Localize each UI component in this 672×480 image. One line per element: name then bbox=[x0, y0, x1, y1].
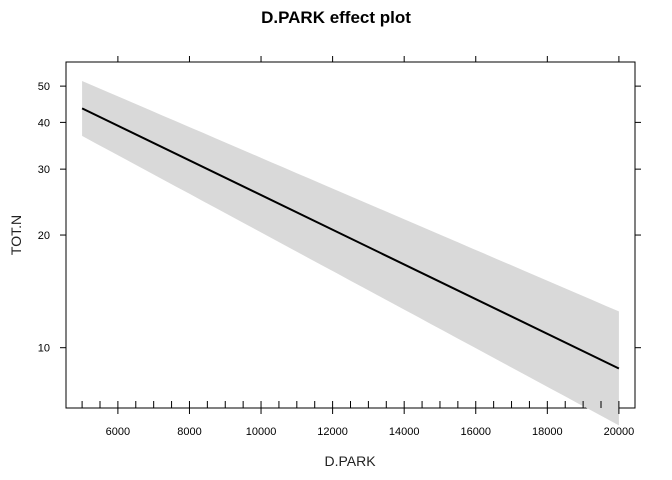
y-tick-label: 50 bbox=[38, 81, 50, 93]
y-tick-label: 20 bbox=[38, 230, 50, 242]
x-tick-label: 10000 bbox=[246, 426, 277, 438]
fit-line bbox=[81, 107, 620, 370]
x-tick-label: 18000 bbox=[532, 426, 563, 438]
axes: 6000 8000 10000 12000 14000 16000 18000 20000 10… bbox=[38, 56, 641, 438]
x-tick-label: 20000 bbox=[604, 426, 635, 438]
x-tick-label: 12000 bbox=[317, 426, 348, 438]
y-axis-label: TOT.N bbox=[8, 215, 24, 255]
x-axis-label: D.PARK bbox=[324, 453, 376, 469]
chart-title: D.PARK effect plot bbox=[261, 8, 411, 27]
x-tick-label: 16000 bbox=[460, 426, 491, 438]
x-tick-label: 8000 bbox=[177, 426, 201, 438]
y-tick-label: 30 bbox=[38, 164, 50, 176]
confidence-band bbox=[82, 81, 619, 426]
x-tick-label: 14000 bbox=[389, 426, 420, 438]
y-tick-label: 40 bbox=[38, 117, 50, 129]
y-tick-label: 10 bbox=[38, 343, 50, 355]
x-tick-label: 6000 bbox=[106, 426, 130, 438]
